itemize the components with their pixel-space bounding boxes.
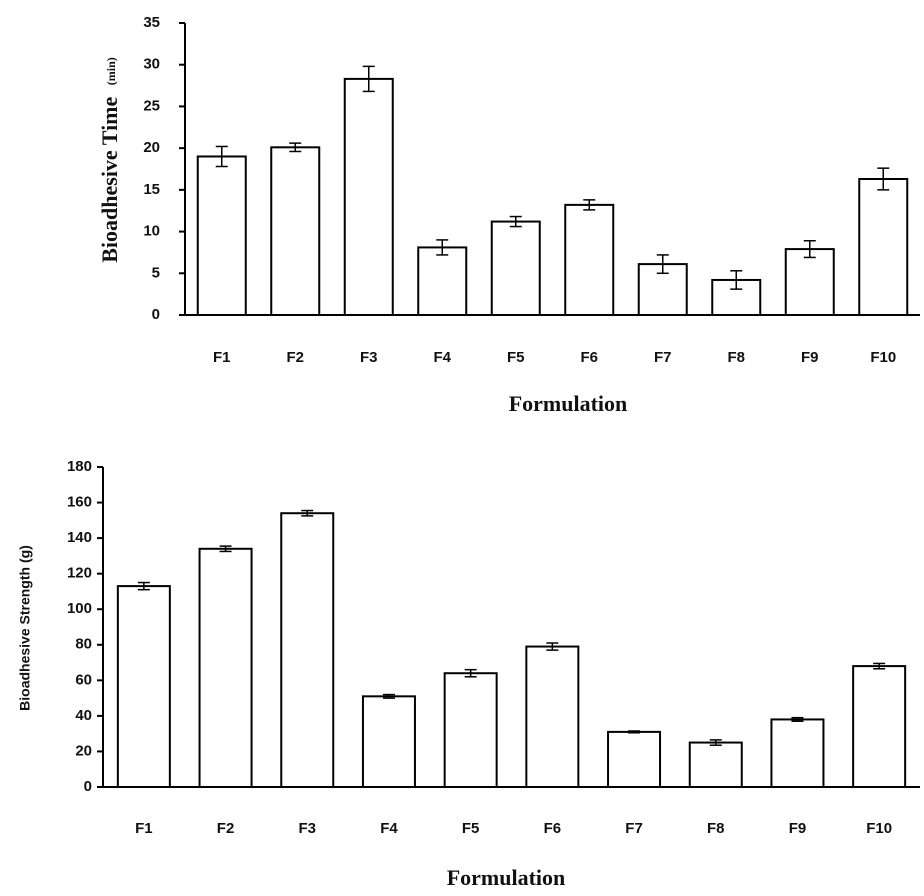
y-tick-label: 10 [143, 223, 160, 240]
bar-f10 [852, 665, 907, 788]
bar-f5 [443, 672, 498, 789]
y-tick-label: 25 [143, 97, 160, 114]
error-bar-f1 [215, 145, 228, 168]
x-tick-label: F1 [213, 349, 231, 366]
bar-f8 [688, 741, 743, 788]
x-tick-label: F4 [380, 820, 398, 837]
bar-f9 [784, 248, 835, 316]
y-tick-label: 180 [67, 458, 92, 475]
x-tick-label: F8 [707, 820, 725, 837]
y-tick-label: 60 [75, 671, 92, 688]
error-bar-f8 [709, 739, 722, 746]
y-tick-label: 160 [67, 494, 92, 511]
y-axis-title: Bioadhesive Time (min) [97, 57, 122, 263]
bar-f7 [607, 730, 662, 789]
error-bar-f10 [873, 662, 886, 670]
x-tick-label: F6 [544, 820, 562, 837]
bar-f10 [858, 178, 909, 316]
x-tick-label: F5 [507, 349, 525, 366]
x-tick-label: F2 [217, 820, 235, 837]
x-tick-label: F4 [433, 349, 451, 366]
y-tick-label: 0 [84, 778, 92, 795]
error-bar-f7 [656, 254, 669, 275]
y-axis-title-text: Bioadhesive Strength (g) [17, 545, 33, 711]
error-bar-f9 [803, 239, 816, 259]
bar-f4 [361, 695, 416, 788]
y-axis-title-text: Bioadhesive Time [97, 96, 122, 262]
bioadhesive-strength-chart: Bioadhesive Strength (g) Formulation 0 20… [17, 458, 920, 890]
bioadhesive-time-chart: Bioadhesive Time (min) Formulation 0 5 10 1… [97, 14, 920, 416]
y-tick-label: 40 [75, 707, 92, 724]
bar-f6 [525, 645, 580, 788]
bar-f3 [280, 512, 335, 788]
error-bar-f5 [464, 668, 477, 678]
x-axis-title: Formulation [447, 865, 566, 890]
y-tick-label: 120 [67, 565, 92, 582]
error-bar-f6 [546, 642, 559, 651]
error-bar-f1 [137, 581, 150, 591]
y-tick-label: 80 [75, 636, 92, 653]
y-axis-title: Bioadhesive Strength (g) [17, 545, 33, 711]
bar-f2 [270, 146, 321, 316]
bar-f9 [770, 718, 825, 789]
svg-text:Bioadhesive Time (mi: Bioadhesive Time (min) [97, 57, 122, 263]
bar-f5 [490, 220, 541, 316]
x-tick-label: F9 [789, 820, 807, 837]
bar-f3 [343, 77, 394, 316]
error-bar-f7 [628, 730, 641, 734]
x-tick-label: F10 [866, 820, 892, 837]
error-bar-f2 [289, 142, 302, 153]
error-bar-f2 [219, 545, 232, 553]
y-tick-label: 100 [67, 600, 92, 617]
x-tick-label: F7 [654, 349, 672, 366]
y-tick-label: 0 [152, 306, 160, 323]
x-tick-label: F5 [462, 820, 480, 837]
x-tick-label: F9 [801, 349, 819, 366]
error-bar-f5 [509, 215, 522, 228]
x-tick-label: F7 [625, 820, 643, 837]
bar-f2 [198, 547, 253, 788]
y-tick-label: 15 [143, 181, 160, 198]
error-bar-f10 [877, 167, 890, 191]
bar-f4 [417, 246, 468, 316]
bar-f6 [564, 203, 615, 316]
y-tick-label: 5 [152, 264, 160, 281]
bar-f1 [116, 585, 171, 788]
y-tick-label: 30 [143, 56, 160, 73]
y-tick-label: 20 [75, 742, 92, 759]
error-bar-f4 [436, 239, 449, 256]
x-tick-label: F6 [580, 349, 598, 366]
y-axis-unit: (min) [104, 57, 118, 85]
error-bar-f9 [791, 716, 804, 722]
y-tick-label: 20 [143, 139, 160, 156]
x-axis-title: Formulation [509, 391, 628, 416]
x-tick-label: F10 [870, 349, 896, 366]
error-bar-f8 [730, 270, 743, 290]
y-tick-label: 140 [67, 529, 92, 546]
x-tick-label: F3 [360, 349, 378, 366]
error-bar-f3 [301, 509, 314, 517]
error-bar-f4 [382, 693, 395, 699]
x-tick-label: F1 [135, 820, 153, 837]
x-tick-label: F8 [727, 349, 745, 366]
bar-f1 [196, 155, 247, 316]
error-bar-f6 [583, 199, 596, 211]
y-tick-label: 35 [143, 14, 160, 31]
x-tick-label: F2 [286, 349, 304, 366]
error-bar-f3 [362, 65, 375, 93]
x-tick-label: F3 [298, 820, 316, 837]
